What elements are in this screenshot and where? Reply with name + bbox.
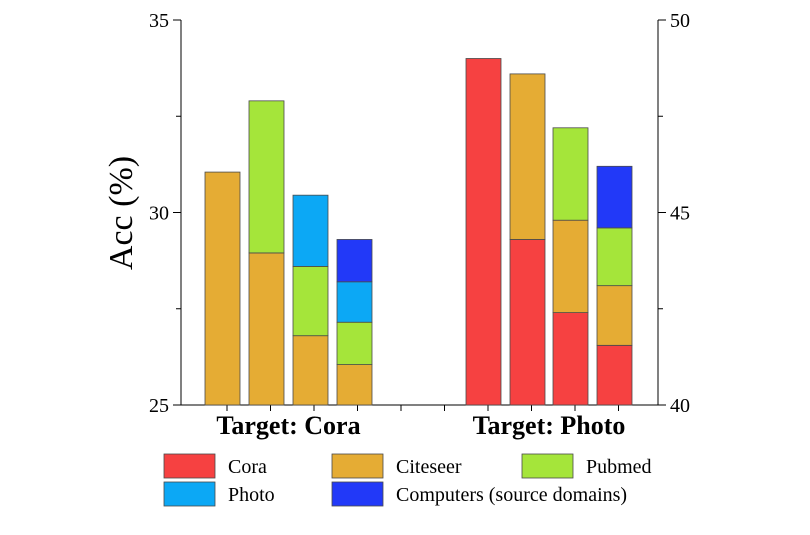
axes	[173, 19, 666, 411]
bar-segment-cora	[596, 344, 633, 406]
y-axis-title: Acc (%)	[103, 156, 140, 270]
bar-segment-citeseer	[596, 285, 633, 346]
bar-segment-computers	[596, 165, 633, 229]
legend-label-cora: Cora	[228, 456, 267, 478]
labels: Acc (%) 25 30 35 40 45 50 Target: Cora Target: …	[103, 10, 690, 440]
legend-swatch-pubmed	[521, 453, 574, 479]
bar-segment-citeseer	[204, 171, 241, 406]
bar-segment-pubmed	[336, 321, 373, 365]
bar-segment-pubmed	[248, 100, 285, 254]
bar-segment-citeseer	[336, 364, 373, 406]
bar-segment-cora	[509, 239, 546, 406]
legend-label-pubmed: Pubmed	[586, 456, 652, 478]
bar-segment-photo	[292, 194, 329, 267]
left-tick-label: 30	[149, 203, 169, 225]
bar-segment-citeseer	[248, 252, 285, 406]
right-tick-label: 40	[670, 395, 690, 417]
bar-segment-photo	[336, 281, 373, 323]
legend: Cora Citeseer Pubmed Photo Computers (source…	[163, 453, 652, 507]
legend-swatch-citeseer	[331, 453, 384, 479]
group-label: Target: Cora	[216, 411, 360, 440]
legend-swatch-computers	[331, 481, 384, 507]
group-label: Target: Photo	[473, 411, 626, 440]
bar-segment-pubmed	[292, 265, 329, 337]
bars	[204, 58, 633, 406]
legend-swatch-photo	[163, 481, 216, 507]
right-tick-label: 50	[670, 10, 690, 32]
legend-label-computers: Computers (source domains)	[396, 484, 627, 506]
bar-segment-pubmed	[552, 127, 589, 221]
legend-label-citeseer: Citeseer	[396, 456, 462, 478]
bar-segment-citeseer	[552, 219, 589, 313]
bar-segment-cora	[465, 58, 502, 406]
bar-segment-citeseer	[509, 73, 546, 240]
bar-segment-citeseer	[292, 335, 329, 406]
left-tick-label: 35	[149, 10, 169, 32]
left-tick-label: 25	[149, 395, 169, 417]
bar-segment-pubmed	[596, 227, 633, 287]
legend-swatch-cora	[163, 453, 216, 479]
bar-segment-cora	[552, 312, 589, 406]
legend-label-photo: Photo	[228, 484, 275, 506]
bar-segment-computers	[336, 239, 373, 283]
right-tick-label: 45	[670, 203, 690, 225]
